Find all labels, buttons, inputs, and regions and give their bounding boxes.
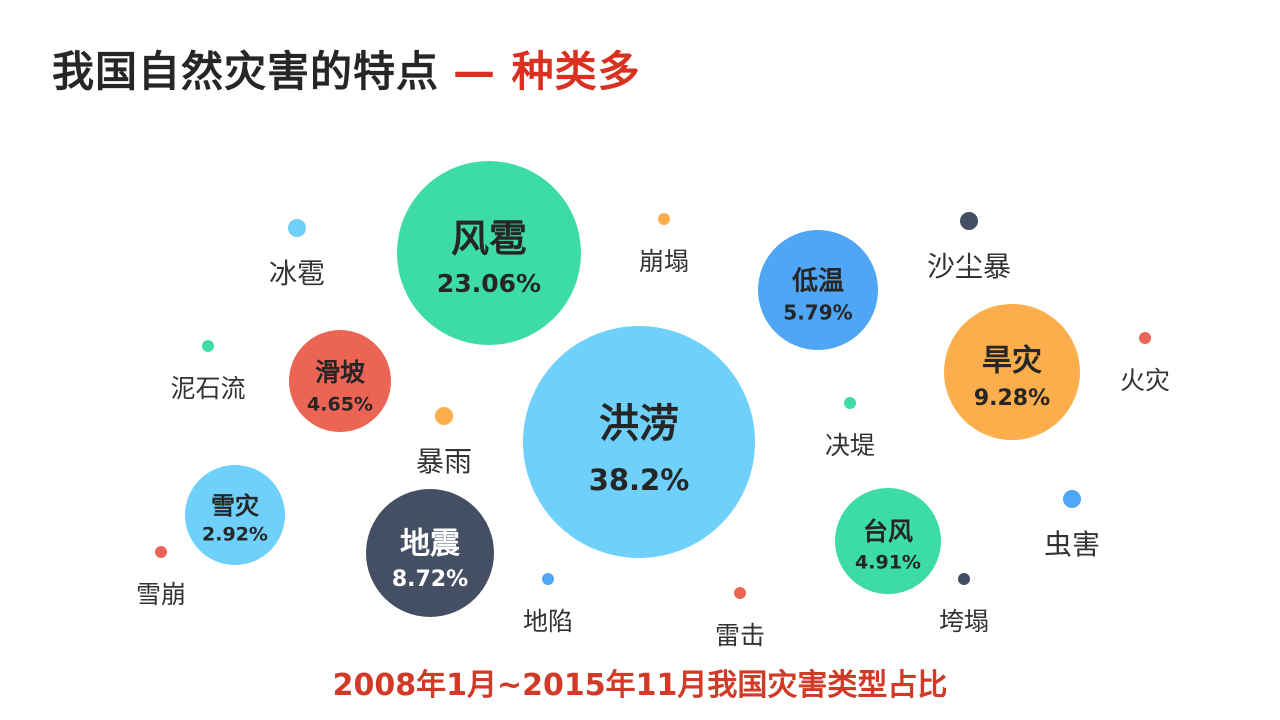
- minor-label: 泥石流: [170, 374, 245, 403]
- slide-title: 我国自然灾害的特点 — 种类多: [52, 38, 641, 99]
- bubble-name: 低温: [791, 267, 844, 297]
- minor-item: 虫害: [1044, 490, 1100, 561]
- bubble-circle: [944, 304, 1080, 440]
- bubble-circle: [523, 326, 755, 558]
- minor-dot: [658, 213, 670, 225]
- bubble-name: 风雹: [451, 217, 527, 261]
- bubble-circle: [366, 489, 494, 617]
- bubble-circle: [185, 465, 285, 565]
- minor-label: 沙尘暴: [927, 250, 1011, 283]
- minor-dot: [288, 219, 306, 237]
- minor-item: 沙尘暴: [927, 212, 1011, 283]
- bubble: 地震 8.72%: [366, 489, 494, 617]
- bubble: 风雹 23.06%: [397, 161, 581, 345]
- minor-label: 崩塌: [639, 247, 689, 276]
- minor-label: 暴雨: [416, 445, 472, 478]
- bubble-value: 4.65%: [307, 394, 373, 416]
- minor-item: 冰雹: [269, 219, 325, 290]
- minor-label: 冰雹: [269, 257, 325, 290]
- bubble-circle: [397, 161, 581, 345]
- bubble-circle: [758, 230, 878, 350]
- minor-label: 火灾: [1120, 366, 1170, 395]
- bubble-name: 雪灾: [211, 492, 259, 520]
- bubble-value: 2.92%: [202, 524, 268, 546]
- bubble: 旱灾 9.28%: [944, 304, 1080, 440]
- bubble-value: 4.91%: [855, 552, 921, 574]
- minor-item: 崩塌: [639, 213, 689, 276]
- minor-label: 虫害: [1044, 528, 1100, 561]
- minor-dot: [542, 573, 554, 585]
- minor-dot: [958, 573, 970, 585]
- bubble: 雪灾 2.92%: [185, 465, 285, 565]
- minor-label: 雪崩: [136, 580, 186, 609]
- bubble-value: 23.06%: [437, 269, 541, 298]
- minor-dot: [1063, 490, 1081, 508]
- bubble-circle: [835, 488, 941, 594]
- minor-item: 垮塌: [939, 573, 989, 636]
- bubble-name: 洪涝: [599, 401, 679, 447]
- minor-dot: [734, 587, 746, 599]
- minor-dot: [155, 546, 167, 558]
- minor-dot: [435, 407, 453, 425]
- bubble-name: 地震: [400, 527, 461, 562]
- minor-label: 决堤: [825, 431, 875, 460]
- slide-title-accent: — 种类多: [453, 47, 641, 96]
- bubble-circle: [289, 330, 391, 432]
- minor-dot: [844, 397, 856, 409]
- bubble-value: 8.72%: [392, 567, 468, 592]
- bubble: 低温 5.79%: [758, 230, 878, 350]
- minor-item: 决堤: [825, 397, 875, 460]
- slide-title-main: 我国自然灾害的特点: [52, 47, 440, 96]
- bubble-name: 滑坡: [315, 358, 365, 387]
- minor-item: 暴雨: [416, 407, 472, 478]
- bubble-value: 5.79%: [783, 301, 852, 325]
- minor-item: 火灾: [1120, 332, 1170, 395]
- bubble: 滑坡 4.65%: [289, 330, 391, 432]
- bubble-name: 旱灾: [982, 344, 1042, 379]
- minor-label: 垮塌: [939, 607, 989, 636]
- minor-item: 雷击: [715, 587, 765, 650]
- bubble: 台风 4.91%: [835, 488, 941, 594]
- minor-dot: [202, 340, 214, 352]
- bubble: 洪涝 38.2%: [523, 326, 755, 558]
- minor-item: 雪崩: [136, 546, 186, 609]
- minor-label: 雷击: [715, 621, 765, 650]
- chart-caption: 2008年1月~2015年11月我国灾害类型占比: [332, 668, 948, 703]
- bubble-name: 台风: [863, 517, 913, 546]
- minor-dot: [1139, 332, 1151, 344]
- bubble-value: 38.2%: [589, 463, 690, 497]
- bubble-value: 9.28%: [974, 386, 1050, 411]
- minor-item: 地陷: [523, 573, 573, 636]
- minor-dot: [960, 212, 978, 230]
- minor-label: 地陷: [523, 607, 573, 636]
- minor-item: 泥石流: [170, 340, 246, 403]
